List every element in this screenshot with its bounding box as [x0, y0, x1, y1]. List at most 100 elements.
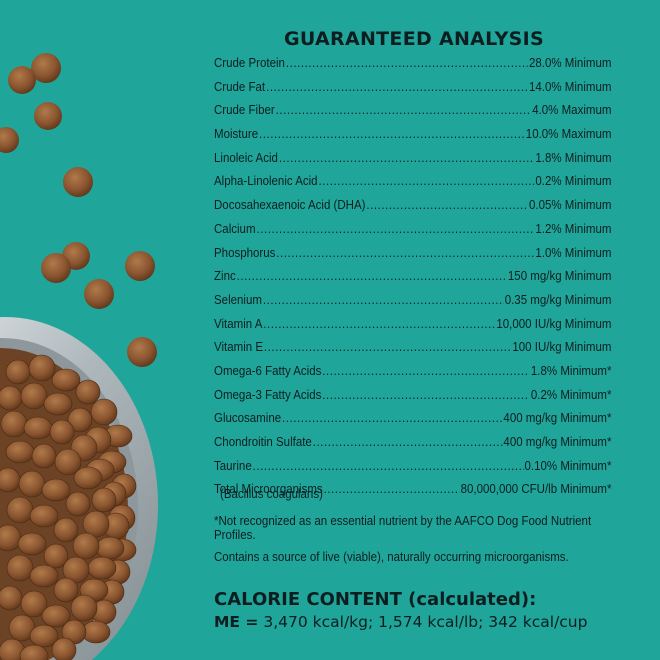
- dot-leader: [318, 174, 534, 188]
- nutrient-value: 4.0% Maximum: [532, 103, 612, 118]
- kibble-piece: [19, 644, 49, 660]
- kibble-piece: [43, 392, 73, 416]
- kibble-piece: [20, 382, 48, 410]
- analysis-row: Total Microorganisms 80,000,000 CFU/lb Mi…: [214, 482, 611, 506]
- kibble-piece: [41, 478, 71, 502]
- dot-leader: [237, 269, 507, 283]
- analysis-row: Crude Protein 28.0% Minimum: [214, 56, 611, 80]
- nutrient-value: 1.8% Minimum*: [530, 363, 612, 378]
- nutrient-name: Crude Protein: [214, 56, 285, 70]
- kibble-piece: [67, 407, 93, 433]
- analysis-row: Omega-6 Fatty Acids 1.8% Minimum*: [214, 364, 611, 388]
- kibble-piece: [5, 359, 31, 385]
- nutrient-value: 1.0% Minimum: [535, 245, 612, 260]
- dot-leader: [322, 388, 530, 402]
- analysis-row: Zinc 150 mg/kg Minimum: [214, 269, 611, 293]
- dot-leader: [286, 56, 528, 70]
- kibble-piece: [6, 496, 34, 524]
- nutrient-name: Moisture: [214, 127, 259, 142]
- nutrient-value: 150 mg/kg Minimum: [507, 269, 612, 284]
- kibble-piece: [0, 410, 28, 438]
- calorie-values: 3,470 kcal/kg; 1,574 kcal/lb; 342 kcal/c…: [263, 613, 588, 631]
- nutrient-name: Linoleic Acid: [214, 150, 278, 165]
- kibble-piece: [91, 487, 117, 513]
- dot-leader: [263, 317, 495, 331]
- panel-title: GUARANTEED ANALYSIS: [283, 28, 545, 50]
- analysis-row: Linoleic Acid 1.8% Minimum: [214, 151, 611, 175]
- nutrient-name: Phosphorus: [214, 245, 276, 260]
- nutrient-name: Glucosamine: [214, 411, 282, 426]
- kibble-piece: [31, 443, 57, 469]
- bowl-kibble: [0, 354, 137, 660]
- kibble-piece: [29, 624, 59, 648]
- analysis-row: Crude Fat 14.0% Minimum: [214, 80, 611, 104]
- analysis-row: Glucosamine 400 mg/kg Minimum*: [214, 411, 611, 435]
- nutrient-name: Omega-3 Fatty Acids: [214, 387, 322, 402]
- dot-leader: [322, 364, 530, 378]
- dot-leader: [263, 293, 504, 307]
- kibble-piece: [51, 637, 77, 660]
- nutrient-name: Zinc: [214, 269, 236, 284]
- nutrient-value: 80,000,000 CFU/lb Minimum*: [460, 482, 612, 497]
- nutrient-name: Vitamin E: [214, 340, 264, 355]
- nutrient-name: Taurine: [214, 458, 252, 473]
- kibble-piece: [75, 379, 101, 405]
- kibble-piece: [53, 517, 79, 543]
- nutrient-value: 0.05% Minimum: [528, 198, 612, 213]
- dot-leader: [256, 222, 534, 236]
- dot-leader: [313, 435, 503, 449]
- nutrient-value: 0.2% Minimum*: [530, 387, 612, 402]
- nutrient-value: 1.8% Minimum: [535, 150, 612, 165]
- kibble-piece: [0, 385, 23, 411]
- calorie-line: ME = 3,470 kcal/kg; 1,574 kcal/lb; 342 k…: [214, 613, 587, 631]
- kibble-piece: [23, 416, 53, 440]
- nutrient-name: Alpha-Linolenic Acid: [214, 174, 318, 189]
- analysis-table: Crude Protein 28.0% Minimum Crude Fat 14.0%…: [214, 56, 611, 506]
- nutrient-value: 10.0% Maximum: [525, 127, 612, 142]
- kibble-piece: [29, 504, 59, 528]
- dot-leader: [264, 340, 512, 354]
- analysis-row: Crude Fiber 4.0% Maximum: [214, 103, 611, 127]
- kibble-piece: [6, 554, 34, 582]
- analysis-row: Phosphorus 1.0% Minimum: [214, 246, 611, 270]
- analysis-row: Alpha-Linolenic Acid 0.2% Minimum: [214, 174, 611, 198]
- dot-leader: [276, 103, 532, 117]
- nutrient-value: 28.0% Minimum: [528, 56, 612, 70]
- kibble-piece: [53, 577, 79, 603]
- kibble-piece: [43, 543, 69, 569]
- analysis-row: Chondroitin Sulfate 400 mg/kg Minimum*: [214, 435, 611, 459]
- kibble-piece: [54, 448, 82, 476]
- dot-leader: [276, 246, 534, 260]
- kibble-piece: [65, 491, 91, 517]
- microorganism-species: (Bacillus coagulans): [220, 487, 323, 501]
- dot-leader: [282, 411, 502, 425]
- analysis-row: Moisture 10.0% Maximum: [214, 127, 611, 151]
- kibble-piece: [70, 594, 98, 622]
- nutrient-value: 0.2% Minimum: [535, 174, 612, 189]
- analysis-row: Docosahexaenoic Acid (DHA) 0.05% Minimum: [214, 198, 611, 222]
- nutrient-name: Calcium: [214, 221, 256, 236]
- dot-leader: [259, 127, 525, 141]
- kibble-piece: [49, 419, 75, 445]
- kibble-piece: [17, 532, 47, 556]
- nutrient-value: 1.2% Minimum: [535, 221, 612, 236]
- nutrient-name: Vitamin A: [214, 316, 263, 331]
- live-culture-note: Contains a source of live (viable), natu…: [214, 550, 569, 564]
- kibble-piece: [90, 398, 118, 426]
- calorie-prefix: ME =: [214, 613, 259, 631]
- nutrient-name: Total Microorganisms: [214, 482, 323, 497]
- kibble-piece: [87, 556, 117, 580]
- analysis-row: Vitamin A 10,000 IU/kg Minimum: [214, 317, 611, 341]
- nutrient-name: Docosahexaenoic Acid (DHA): [214, 198, 366, 213]
- nutrient-name: Chondroitin Sulfate: [214, 435, 312, 449]
- dot-leader: [266, 80, 528, 94]
- nutrient-value: 0.10% Minimum*: [524, 458, 612, 473]
- nutrient-value: 400 mg/kg Minimum*: [503, 411, 612, 426]
- kibble-piece: [18, 470, 46, 498]
- nutrient-value: 100 IU/kg Minimum: [512, 340, 612, 355]
- calorie-title: CALORIE CONTENT (calculated):: [214, 589, 537, 610]
- analysis-row: Selenium 0.35 mg/kg Minimum: [214, 293, 611, 317]
- kibble-piece: [28, 354, 56, 382]
- kibble-piece: [41, 604, 71, 628]
- dot-leader: [253, 459, 524, 473]
